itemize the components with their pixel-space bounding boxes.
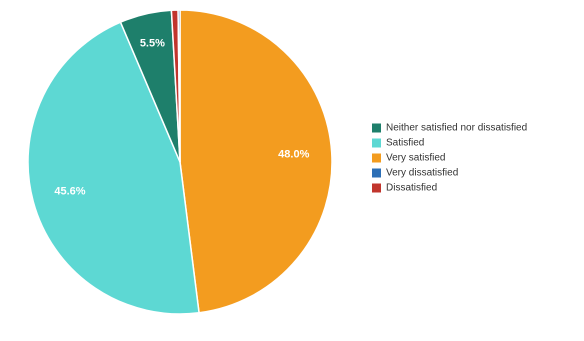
legend-label-very-satisfied: Very satisfied	[386, 153, 445, 164]
legend-swatch-very-satisfied	[372, 153, 381, 163]
legend-label-satisfied: Satisfied	[386, 138, 424, 149]
legend-item-very-dissatisfied: Very dissatisfied	[372, 168, 458, 179]
data-label-satisfied: 45.6%	[54, 186, 85, 198]
legend-swatch-satisfied	[372, 138, 381, 148]
pie-slice-very-satisfied	[179, 9, 333, 314]
legend-swatch-neither-satisfied-nor-dissatisfied	[372, 123, 381, 133]
legend-label-very-dissatisfied: Very dissatisfied	[386, 168, 458, 179]
legend: Neither satisfied nor dissatisfied Satisf…	[372, 123, 527, 194]
legend-label-neither-satisfied-nor-dissatisfied: Neither satisfied nor dissatisfied	[386, 123, 527, 134]
legend-swatch-dissatisfied	[372, 183, 381, 193]
pie-labels: 48.0% 45.6% 5.5%	[54, 37, 309, 197]
pie-slices	[27, 9, 333, 315]
pie-slice-satisfied	[27, 21, 200, 315]
legend-item-dissatisfied: Dissatisfied	[372, 183, 437, 194]
legend-item-satisfied: Satisfied	[372, 138, 424, 149]
legend-label-dissatisfied: Dissatisfied	[386, 183, 437, 194]
data-label-neither-satisfied-nor-dissatisfied: 5.5%	[140, 37, 165, 49]
legend-item-very-satisfied: Very satisfied	[372, 153, 445, 164]
data-label-very-satisfied: 48.0%	[278, 149, 309, 161]
legend-swatch-very-dissatisfied	[372, 168, 381, 178]
legend-item-neither-satisfied-nor-dissatisfied: Neither satisfied nor dissatisfied	[372, 123, 527, 134]
pie-slice-very-dissatisfied	[177, 9, 181, 163]
